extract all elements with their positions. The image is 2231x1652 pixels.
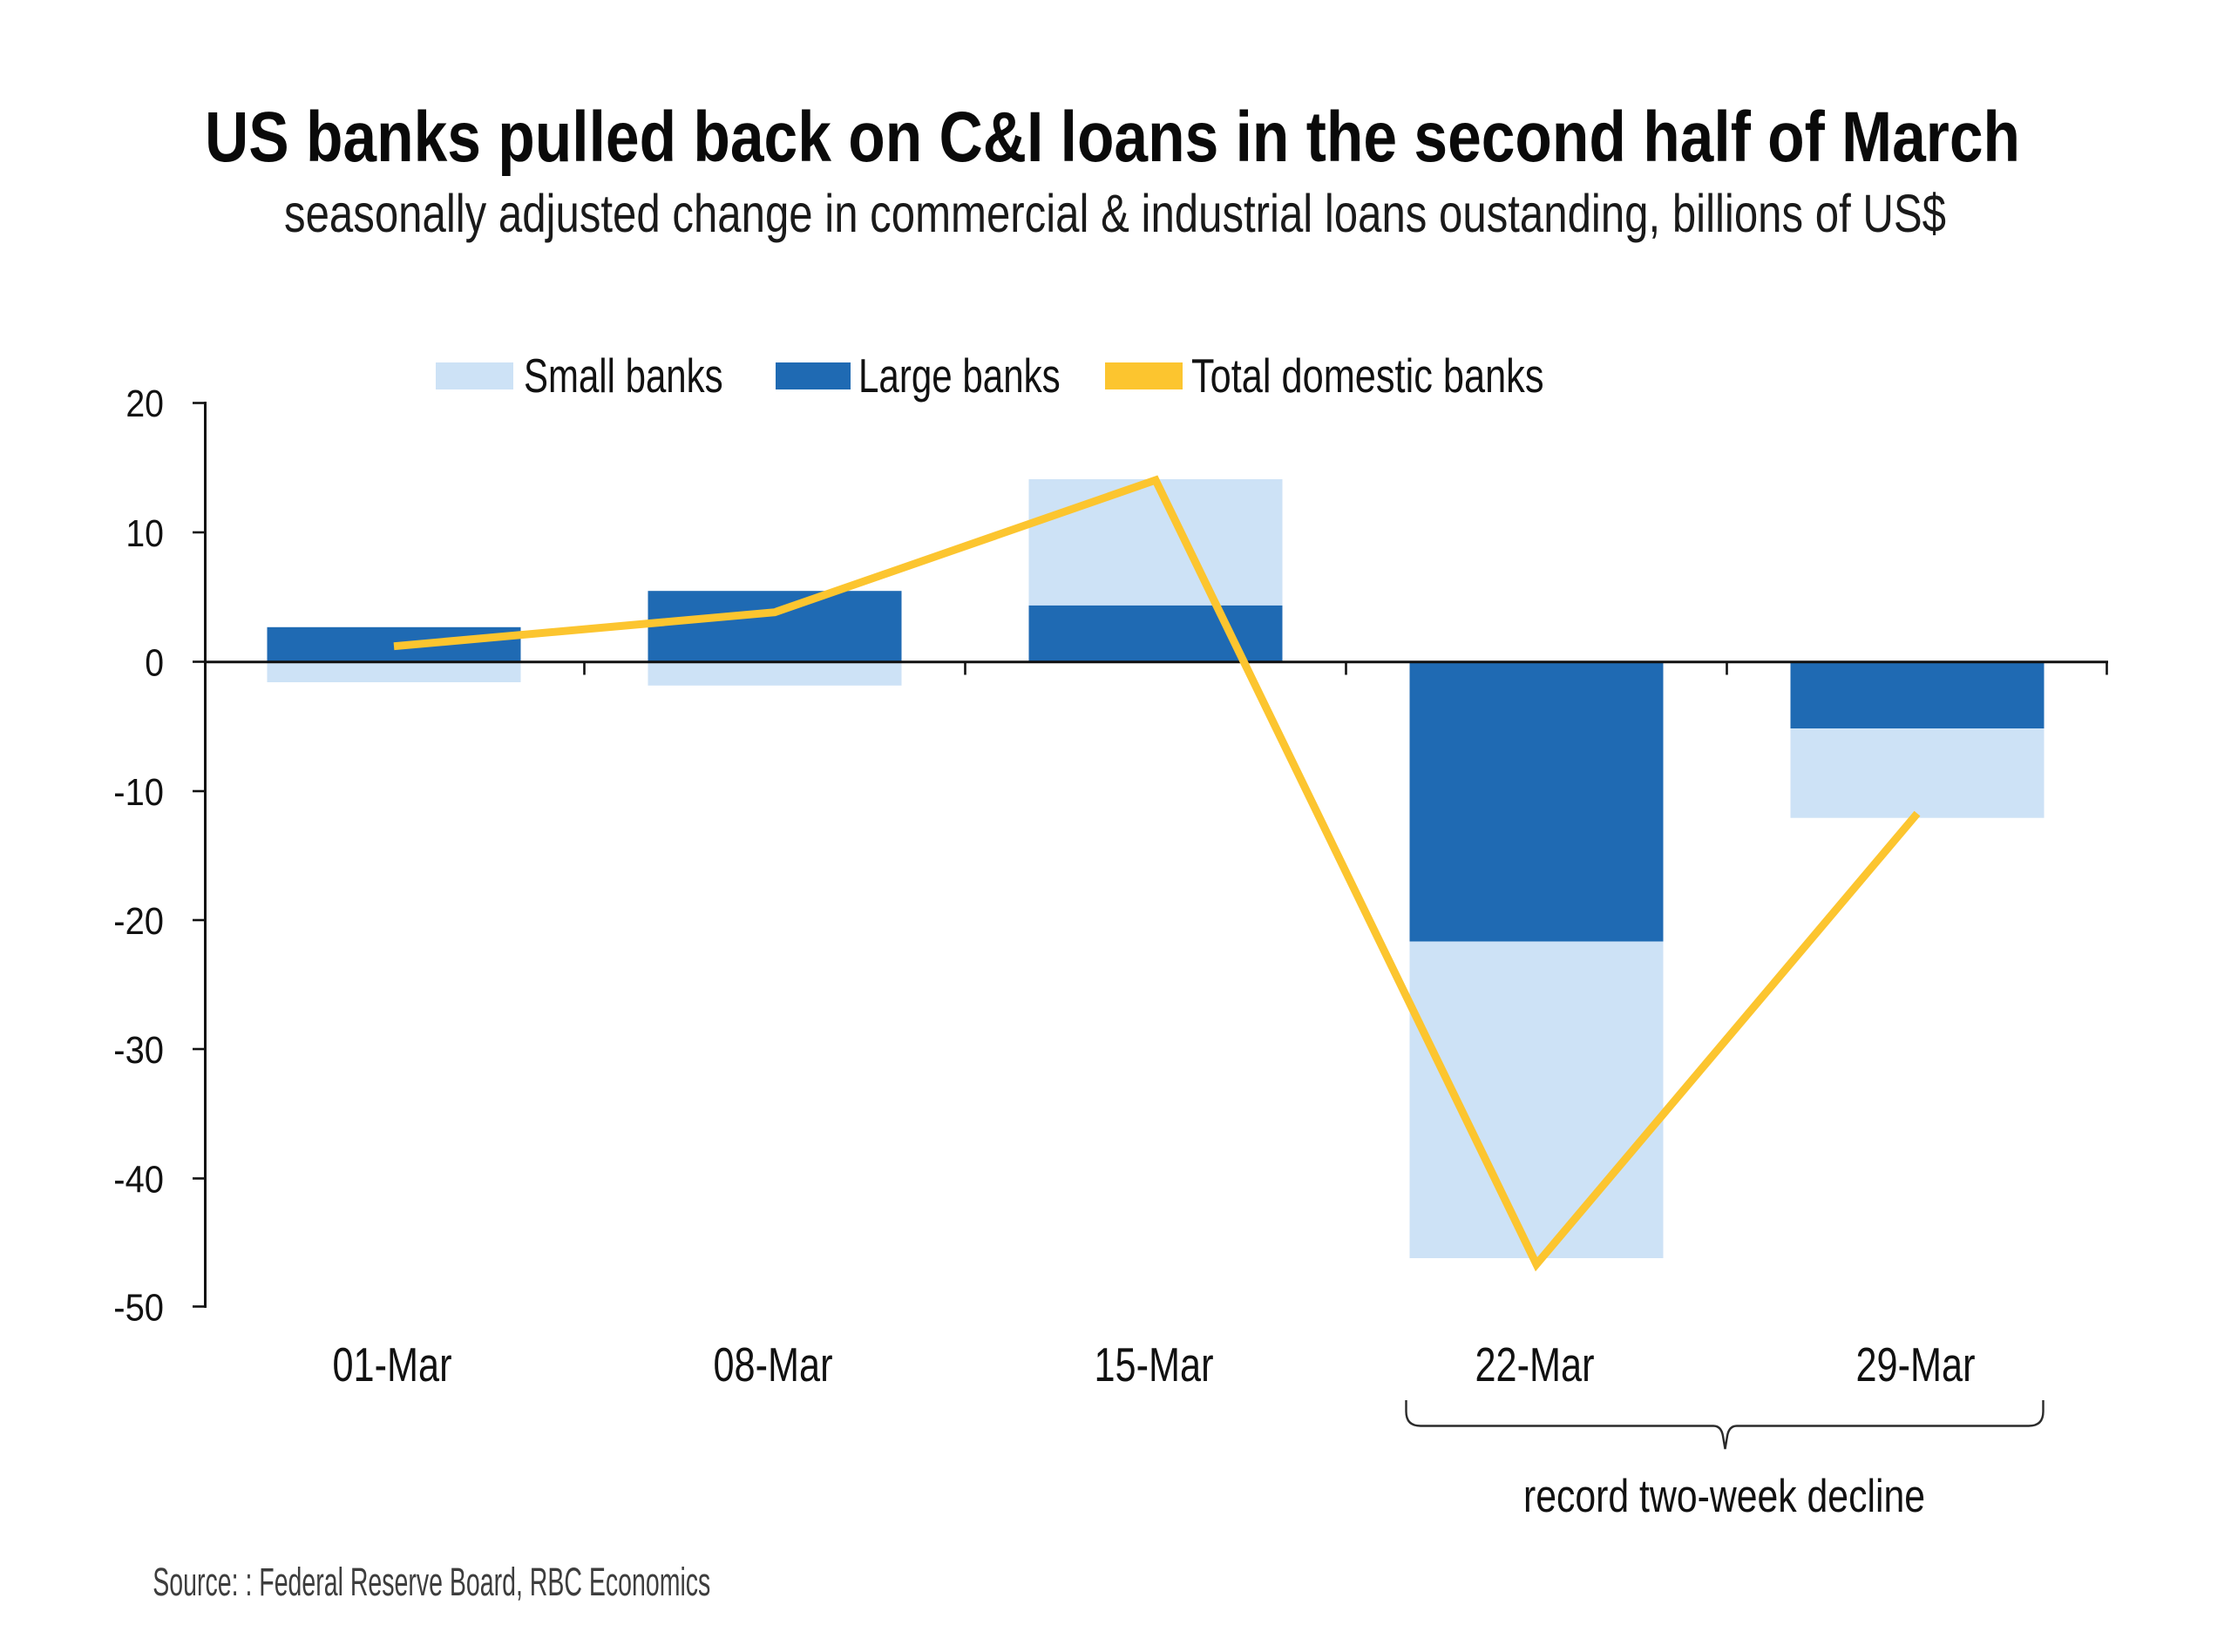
svg-text:-20: -20 (113, 900, 164, 943)
svg-text:seasonally adjusted change in: seasonally adjusted change in commercial… (284, 184, 1946, 243)
svg-text:20: 20 (125, 383, 164, 425)
svg-text:0: 0 (145, 642, 164, 685)
svg-text:Small banks: Small banks (524, 349, 723, 403)
svg-text:15-Mar: 15-Mar (1095, 1337, 1214, 1391)
svg-text:-50: -50 (113, 1287, 164, 1330)
svg-text:record two-week decline: record two-week decline (1523, 1471, 1925, 1522)
svg-text:01-Mar: 01-Mar (333, 1337, 452, 1391)
svg-text:-10: -10 (113, 771, 164, 814)
svg-text:Large banks: Large banks (858, 349, 1061, 403)
svg-text:Source: : Federal Reserve Boar: Source: : Federal Reserve Board, RBC Eco… (153, 1560, 710, 1604)
svg-text:08-Mar: 08-Mar (714, 1337, 833, 1391)
svg-text:Total domestic banks: Total domestic banks (1191, 349, 1544, 403)
svg-text:22-Mar: 22-Mar (1475, 1337, 1595, 1391)
svg-text:-40: -40 (113, 1159, 164, 1202)
svg-text:10: 10 (125, 512, 164, 555)
svg-text:-30: -30 (113, 1029, 164, 1072)
svg-text:US banks pulled back on C&I lo: US banks pulled back on C&I loans in the… (205, 98, 2020, 177)
svg-text:29-Mar: 29-Mar (1856, 1337, 1976, 1391)
